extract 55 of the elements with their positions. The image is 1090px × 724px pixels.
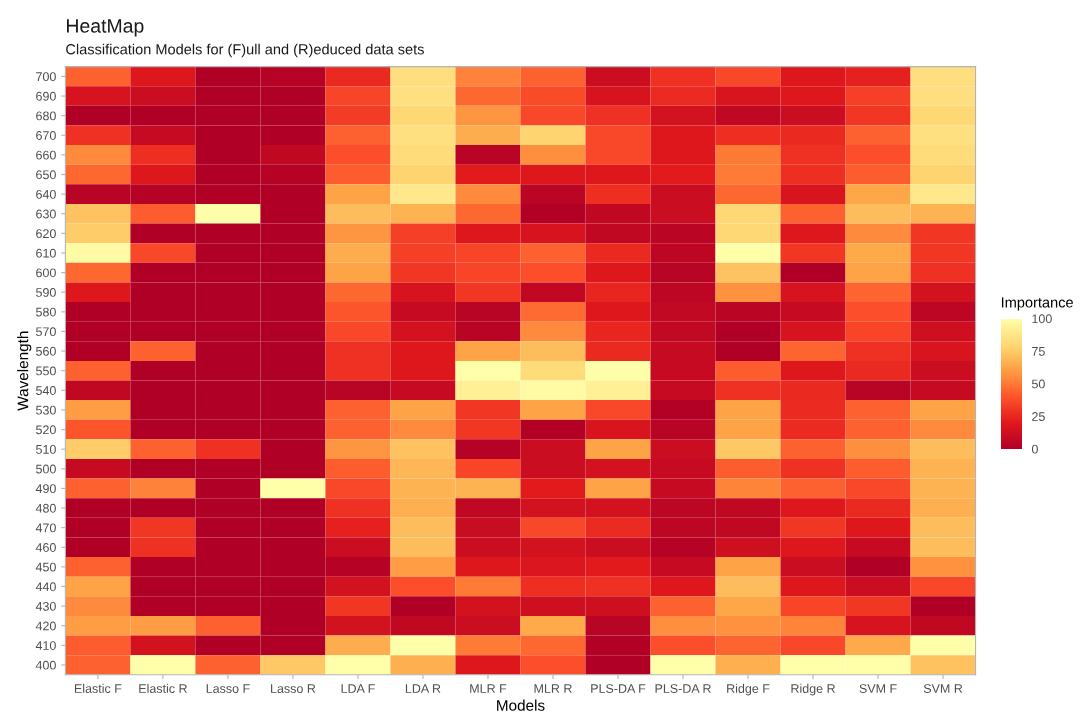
x-tick-label: MLR R (534, 684, 572, 693)
y-tick-label: 650 (36, 170, 56, 180)
y-tick-label: 630 (36, 209, 56, 219)
x-tick-label: Lasso F (206, 684, 250, 693)
y-tick-label: 450 (35, 562, 56, 572)
y-tick-label: 460 (35, 543, 56, 552)
chart-subtitle: Classification Models for (F)ull and (R)educed data sets (66, 43, 424, 58)
y-tick-label: 420 (35, 621, 56, 631)
x-tick-label: Elastic R (139, 683, 187, 693)
color-bar-title: Importance (1001, 297, 1073, 311)
y-tick-label: 430 (35, 601, 56, 611)
y-tick-label: 520 (36, 425, 56, 435)
x-tick-label: PLS-DA F (591, 684, 646, 693)
y-tick-label: 670 (36, 131, 56, 140)
x-tick-label: Elastic F (74, 683, 122, 693)
chart-title: HeatMap (67, 19, 144, 37)
x-tick-label: LDA R (405, 684, 441, 693)
y-tick-label: 490 (35, 484, 56, 494)
y-axis-title: Wavelength (17, 331, 32, 411)
x-tick-label: Ridge R (791, 683, 836, 696)
y-tick-label: 410 (35, 641, 56, 650)
x-tick-label: LDA F (341, 684, 375, 693)
color-bar-label: 75 (1032, 347, 1045, 356)
color-bar-label: 100 (1032, 314, 1052, 324)
y-tick-label: 510 (36, 444, 56, 454)
x-tick-label: SVM R (923, 684, 963, 693)
x-tick-label: SVM F (859, 684, 897, 693)
y-tick-label: 480 (35, 503, 56, 513)
y-tick-label: 570 (36, 327, 56, 337)
y-tick-label: 580 (36, 307, 56, 317)
color-bar-label: 50 (1031, 379, 1045, 389)
y-tick-label: 690 (36, 91, 56, 101)
y-tick-label: 400 (35, 660, 56, 670)
y-tick-label: 530 (36, 405, 56, 415)
y-tick-label: 550 (36, 366, 56, 376)
y-tick-label: 700 (36, 72, 56, 82)
x-tick-label: Lasso R (271, 684, 316, 693)
y-tick-label: 440 (35, 582, 56, 592)
x-tick-label: Ridge F (727, 683, 770, 696)
color-bar-label: 25 (1032, 412, 1045, 421)
y-tick-label: 590 (36, 288, 56, 297)
y-tick-label: 500 (36, 464, 56, 474)
x-tick-label: MLR F (470, 684, 507, 693)
color-bar-label: 0 (1031, 444, 1038, 454)
y-tick-label: 620 (36, 229, 56, 239)
y-tick-label: 680 (36, 111, 56, 121)
x-tick-label: PLS-DA R (655, 684, 711, 693)
y-tick-label: 610 (36, 248, 56, 258)
y-tick-label: 660 (36, 150, 56, 160)
y-tick-label: 560 (36, 346, 56, 356)
y-tick-label: 600 (36, 268, 56, 278)
y-tick-label: 640 (36, 189, 56, 199)
x-axis-title: Models (497, 699, 545, 711)
y-tick-label: 540 (36, 386, 56, 395)
y-tick-label: 470 (35, 523, 56, 533)
